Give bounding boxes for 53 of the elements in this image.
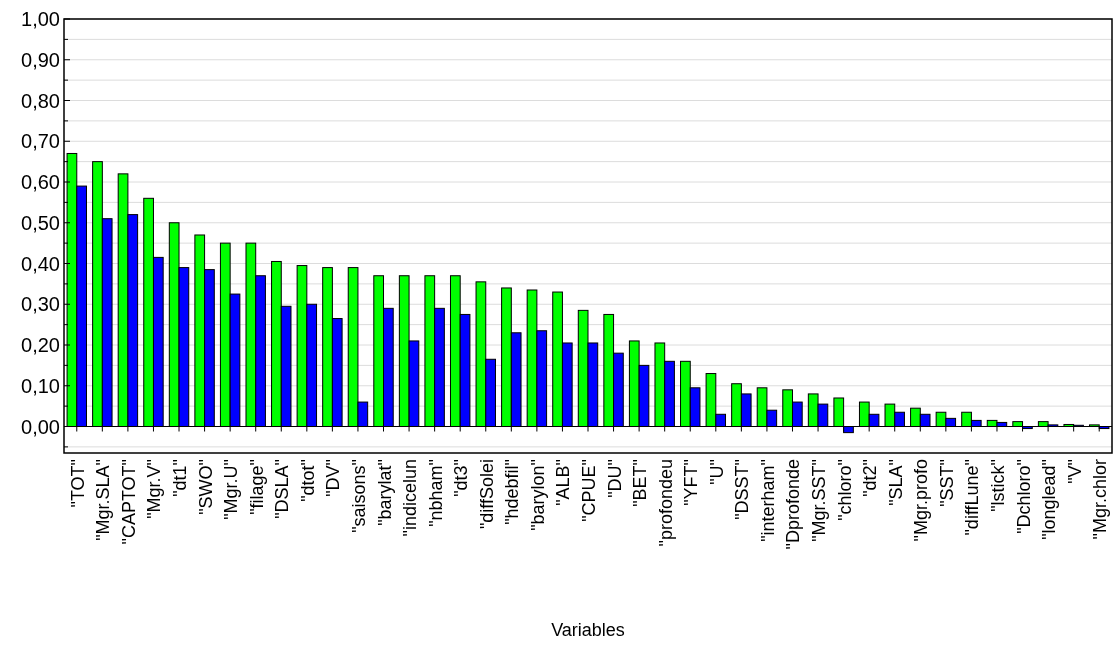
x-tick-label: "diffLune" bbox=[962, 459, 983, 536]
y-tick-label: 0,30 bbox=[21, 293, 60, 316]
x-axis-title: Variables bbox=[551, 620, 625, 640]
x-tick-label: "Mgr.SLA" bbox=[93, 459, 114, 541]
x-tick-label: "lstick" bbox=[987, 459, 1008, 512]
x-tick-label: "interham" bbox=[757, 459, 778, 542]
x-tick-label: "SWO" bbox=[195, 459, 216, 515]
y-tick-label: 0,60 bbox=[21, 171, 60, 193]
x-tick-label: "Dprofonde bbox=[783, 459, 804, 550]
y-tick-label: 0,70 bbox=[21, 130, 60, 153]
x-tick-label: "TOT" bbox=[67, 459, 88, 508]
y-tick-label: 0,00 bbox=[21, 415, 60, 438]
x-tick-label: "Mgr.SST" bbox=[809, 459, 830, 542]
x-tick-label: "DU" bbox=[604, 459, 625, 498]
y-tick-label: 0,10 bbox=[21, 374, 60, 397]
x-tick-label: "Mgr.profo bbox=[911, 459, 932, 542]
x-tick-label: "longlead" bbox=[1039, 459, 1060, 540]
x-tick-label: "dtot" bbox=[297, 459, 318, 502]
x-tick-label: "hdebfil" bbox=[502, 459, 523, 525]
x-tick-label: "dt3" bbox=[451, 459, 472, 497]
x-tick-label: "Dchloro" bbox=[1013, 459, 1034, 534]
y-tick-label: 0,50 bbox=[21, 211, 60, 234]
x-tick-label: "U" bbox=[706, 459, 727, 485]
x-tick-label: "indicelun bbox=[400, 459, 421, 537]
x-tick-label: "DV" bbox=[323, 459, 344, 497]
x-tick-label: "ALB" bbox=[553, 459, 574, 506]
x-tick-label: "DSST" bbox=[732, 459, 753, 520]
x-tick-label: "DSLA" bbox=[272, 459, 293, 519]
x-tick-label: "saisons" bbox=[348, 459, 369, 533]
x-tick-label: "BET" bbox=[630, 459, 651, 507]
x-tick-label: "dt2" bbox=[860, 459, 881, 497]
x-tick-label: "chloro" bbox=[834, 459, 855, 521]
x-tick-label: "SST" bbox=[936, 459, 957, 507]
x-tick-label: "YFT" bbox=[681, 459, 702, 506]
x-tick-label: "V" bbox=[1064, 459, 1085, 484]
x-tick-label: "SLA" bbox=[885, 459, 906, 506]
y-tick-label: 0,40 bbox=[21, 252, 60, 275]
y-tick-label: 1,00 bbox=[21, 8, 60, 30]
x-tick-label: "profondeu bbox=[655, 459, 676, 547]
x-tick-label: "Mgr.U" bbox=[221, 459, 242, 520]
x-tick-label: "dt1" bbox=[170, 459, 191, 497]
x-tick-label: "barylat" bbox=[374, 459, 395, 526]
x-tick-label: "barylon" bbox=[527, 459, 548, 531]
y-tick-label: 0,20 bbox=[21, 334, 60, 357]
x-tick-label: "nbham" bbox=[425, 459, 446, 527]
x-tick-label: "CAPTOT" bbox=[118, 459, 139, 545]
y-tick-label: 0,80 bbox=[21, 89, 60, 112]
x-tick-label: "CPUE" bbox=[579, 459, 599, 522]
x-tick-label: "filage" bbox=[246, 459, 267, 515]
x-tick-label: "Mgr.chlor bbox=[1090, 459, 1111, 540]
x-tick-label: "Mgr.V" bbox=[144, 459, 165, 519]
y-tick-label: 0,90 bbox=[21, 48, 60, 71]
x-tick-label: "diffSolei bbox=[476, 459, 497, 530]
